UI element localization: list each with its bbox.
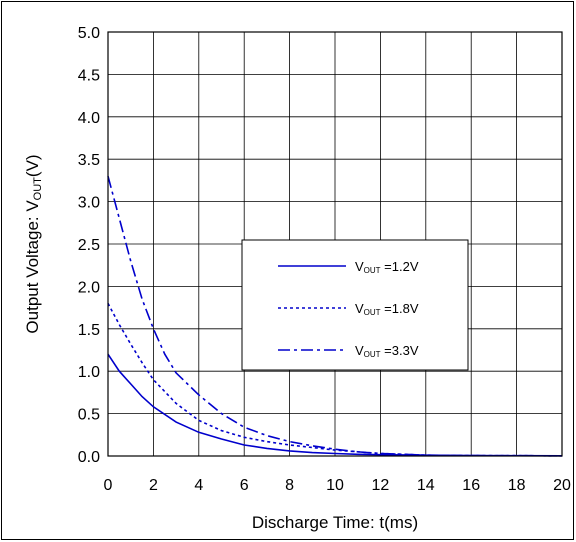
y-tick-label: 3.5 bbox=[78, 152, 100, 169]
legend: VOUT =1.2V VOUT =1.8V VOUT =3.3V bbox=[241, 239, 469, 371]
y-tick-label: 3.0 bbox=[78, 195, 100, 212]
legend-box bbox=[241, 239, 469, 371]
y-axis-label-main: Output Voltage: V bbox=[23, 200, 42, 334]
legend-label-2: VOUT =1.8V bbox=[355, 301, 419, 317]
x-tick-label: 16 bbox=[462, 477, 480, 494]
y-tick-label: 0.0 bbox=[78, 449, 100, 466]
x-tick-label: 0 bbox=[104, 477, 113, 494]
x-tick-label: 12 bbox=[372, 477, 390, 494]
y-tick-labels: 0.0 0.5 1.0 1.5 2.0 2.5 3.0 3.5 4.0 4.5 5.0 bbox=[78, 25, 100, 466]
y-tick-label: 4.0 bbox=[78, 110, 100, 127]
y-tick-label: 4.5 bbox=[78, 67, 100, 84]
x-tick-labels: 0 2 4 6 8 10 12 14 16 18 20 bbox=[104, 477, 571, 494]
legend-label-1: VOUT =1.2V bbox=[355, 259, 419, 275]
series-line-3 bbox=[107, 175, 563, 457]
series-line-1 bbox=[107, 353, 563, 457]
x-axis-label: Discharge Time: t(ms) bbox=[252, 513, 418, 532]
x-tick-label: 2 bbox=[149, 477, 158, 494]
y-axis-label-tail: (V) bbox=[23, 154, 42, 177]
y-tick-label: 2.5 bbox=[78, 237, 100, 254]
y-tick-label: 1.0 bbox=[78, 364, 100, 381]
x-tick-label: 14 bbox=[417, 477, 435, 494]
x-tick-label: 6 bbox=[240, 477, 249, 494]
x-tick-label: 18 bbox=[508, 477, 526, 494]
y-tick-label: 2.0 bbox=[78, 279, 100, 296]
y-axis-label: Output Voltage: VOUT(V) bbox=[23, 154, 44, 333]
x-tick-label: 8 bbox=[285, 477, 294, 494]
y-tick-label: 5.0 bbox=[78, 25, 100, 42]
y-tick-label: 1.5 bbox=[78, 322, 100, 339]
y-axis-label-sub: OUT bbox=[32, 177, 44, 201]
x-tick-label: 20 bbox=[553, 477, 571, 494]
x-tick-label: 4 bbox=[194, 477, 203, 494]
x-tick-label: 10 bbox=[326, 477, 344, 494]
series-lines bbox=[107, 175, 563, 457]
y-tick-label: 0.5 bbox=[78, 407, 100, 424]
plot-border bbox=[107, 31, 563, 457]
legend-label-3: VOUT =3.3V bbox=[355, 343, 419, 359]
